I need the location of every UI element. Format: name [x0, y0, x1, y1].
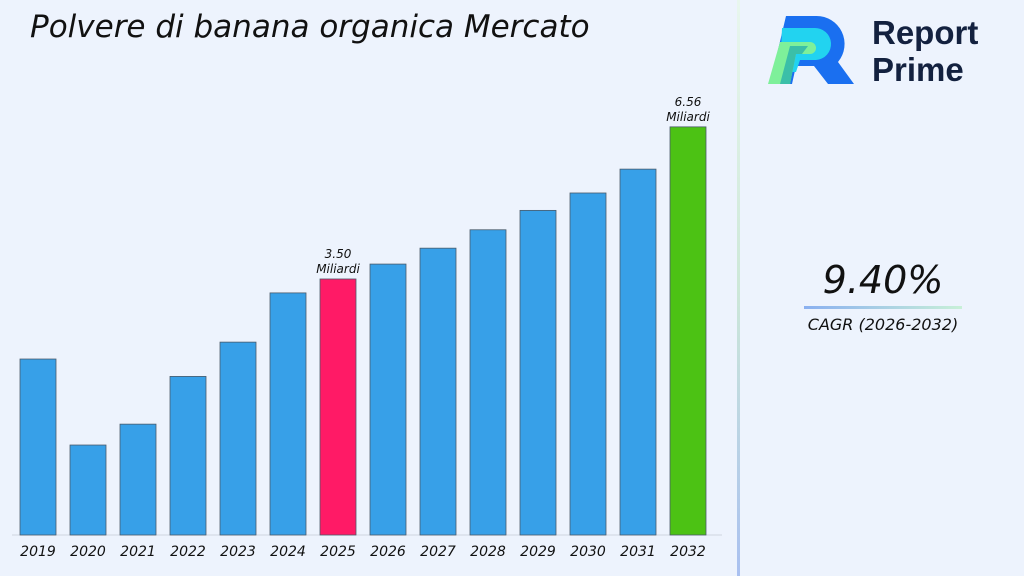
cagr-underline: [804, 306, 962, 309]
x-tick-label: 2031: [620, 544, 656, 560]
x-tick-label: 2022: [170, 544, 206, 560]
report-prime-logo: [768, 15, 854, 84]
x-tick-label: 2021: [120, 544, 156, 560]
x-tick-label: 2020: [70, 544, 106, 560]
bar-2025: [319, 278, 357, 536]
x-tick-label: 2027: [420, 544, 456, 560]
bar-2030: [569, 192, 607, 536]
bar-2031: [619, 168, 657, 536]
data-label-value: 3.50: [325, 247, 352, 261]
x-tick-label: 2024: [270, 544, 306, 560]
x-tick-label: 2019: [20, 544, 56, 560]
data-label-unit: Miliardi: [316, 262, 360, 276]
bar-2027: [419, 247, 457, 536]
bar-2026: [369, 263, 407, 536]
x-tick-label: 2030: [570, 544, 606, 560]
data-label-value: 6.56: [675, 95, 702, 109]
data-label-unit: Miliardi: [666, 110, 710, 124]
brand-name: Report Prime: [872, 14, 978, 88]
x-tick-label: 2032: [670, 544, 706, 560]
cagr-label: CAGR (2026-2032): [807, 315, 959, 334]
cagr-panel: 9.40% CAGR (2026-2032): [800, 258, 966, 334]
divider: [737, 0, 740, 576]
bar-2019: [19, 358, 57, 536]
bar-2021: [119, 423, 157, 536]
bar-2023: [219, 341, 257, 536]
bar-2028: [469, 229, 507, 536]
x-tick-label: 2026: [370, 544, 406, 560]
x-tick-label: 2029: [520, 544, 556, 560]
bar-2024: [269, 292, 307, 536]
x-tick-label: 2028: [470, 544, 506, 560]
bar-2020: [69, 444, 107, 536]
bar-2032: [669, 126, 707, 536]
brand-line1: Report: [872, 14, 979, 51]
bar-2029: [519, 209, 557, 536]
bar-chart: 2019 2020 2021 2022 2023 2024 2025 2026 2027 2028…: [12, 95, 722, 560]
cagr-value: 9.40%: [822, 258, 944, 302]
x-tick-label: 2023: [220, 544, 256, 560]
chart-title: Polvere di banana organica Mercato: [30, 9, 590, 45]
x-tick-label: 2025: [320, 544, 356, 560]
bar-2022: [169, 376, 207, 536]
brand-line2: Prime: [872, 51, 964, 88]
